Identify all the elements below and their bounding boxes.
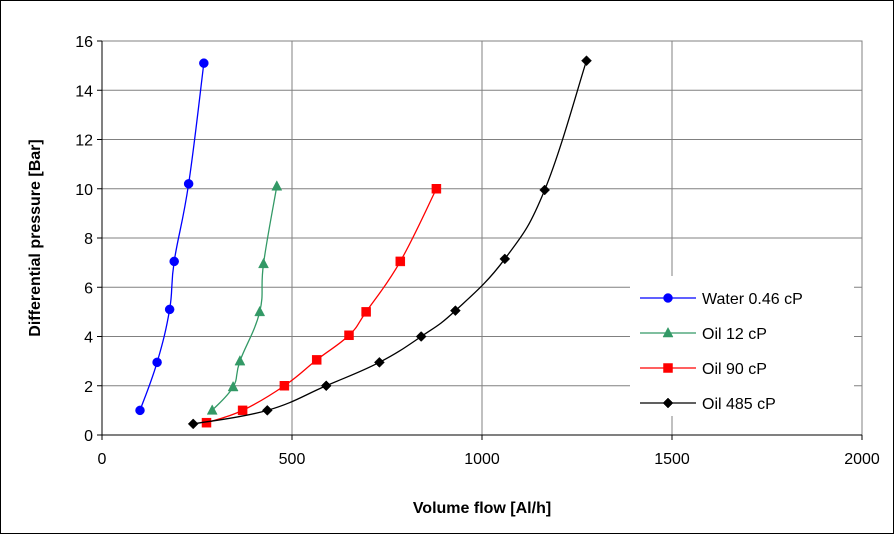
data-point: [271, 180, 283, 191]
data-point: [361, 307, 371, 317]
data-point: [261, 405, 273, 416]
series-oil-12-cp: [206, 180, 283, 415]
x-tick-label: 1000: [464, 451, 500, 468]
y-tick-label: 4: [84, 330, 93, 347]
data-point: [152, 357, 162, 368]
x-axis-ticks: 0 500 1000 1500 2000: [98, 434, 880, 468]
series-layer: [135, 55, 592, 430]
data-point: [450, 305, 461, 316]
x-axis-title: Volume flow [Al/h]: [413, 500, 551, 517]
data-point: [320, 380, 332, 392]
data-point: [187, 418, 199, 430]
y-tick-label: 2: [84, 379, 93, 396]
y-tick-label: 12: [75, 133, 93, 150]
legend-marker: [662, 326, 674, 338]
data-point: [279, 381, 290, 391]
y-tick-label: 16: [75, 34, 93, 51]
data-point: [199, 58, 209, 68]
legend-label: Water 0.46 cP: [702, 291, 803, 308]
data-point: [395, 256, 406, 267]
data-point: [234, 355, 246, 366]
data-point: [499, 253, 511, 265]
legend-item-water-0-46-cp: Water 0.46 cP: [640, 291, 803, 308]
data-point: [539, 184, 551, 196]
y-tick-label: 6: [84, 280, 93, 297]
data-point: [254, 305, 266, 317]
data-point: [206, 404, 218, 415]
series-oil-485-cp: [187, 55, 592, 430]
data-point: [374, 357, 385, 368]
legend-marker: [663, 363, 673, 373]
legend-marker: [663, 293, 673, 303]
x-tick-label: 2000: [844, 451, 880, 468]
y-tick-label: 10: [75, 182, 93, 199]
y-tick-label: 0: [84, 428, 93, 445]
data-point: [135, 405, 145, 416]
legend: Water 0.46 cP Oil 12 cP Oil 90 cP Oil 485 c…: [630, 276, 854, 416]
legend-label: Oil 485 cP: [702, 396, 776, 413]
y-tick-label: 8: [84, 231, 93, 248]
data-point: [311, 355, 322, 365]
legend-marker: [662, 397, 674, 409]
legend-item-oil-12-cp: Oil 12 cP: [640, 326, 767, 343]
data-point: [237, 405, 248, 416]
legend-label: Oil 12 cP: [702, 326, 767, 343]
legend-item-oil-485-cp: Oil 485 cP: [640, 396, 776, 413]
data-point: [227, 380, 239, 392]
data-point: [431, 184, 442, 194]
data-point: [581, 55, 592, 67]
x-tick-label: 1500: [654, 451, 690, 468]
data-point: [344, 330, 354, 341]
data-point: [415, 331, 427, 342]
series-water-0-46-cp: [135, 58, 209, 416]
data-point: [258, 257, 269, 269]
legend-label: Oil 90 cP: [702, 361, 767, 378]
series-oil-90-cp: [201, 184, 442, 428]
legend-item-oil-90-cp: Oil 90 cP: [640, 361, 767, 378]
data-point: [169, 256, 179, 267]
data-point: [183, 179, 194, 189]
y-tick-label: 14: [75, 83, 93, 100]
y-axis-title: Differential pressure [Bar]: [27, 139, 44, 336]
data-point: [164, 304, 175, 315]
y-axis-ticks: 0 2 4 6 8 10 12 14 16: [75, 34, 103, 445]
x-tick-label: 500: [279, 451, 306, 468]
x-tick-label: 0: [98, 451, 107, 468]
